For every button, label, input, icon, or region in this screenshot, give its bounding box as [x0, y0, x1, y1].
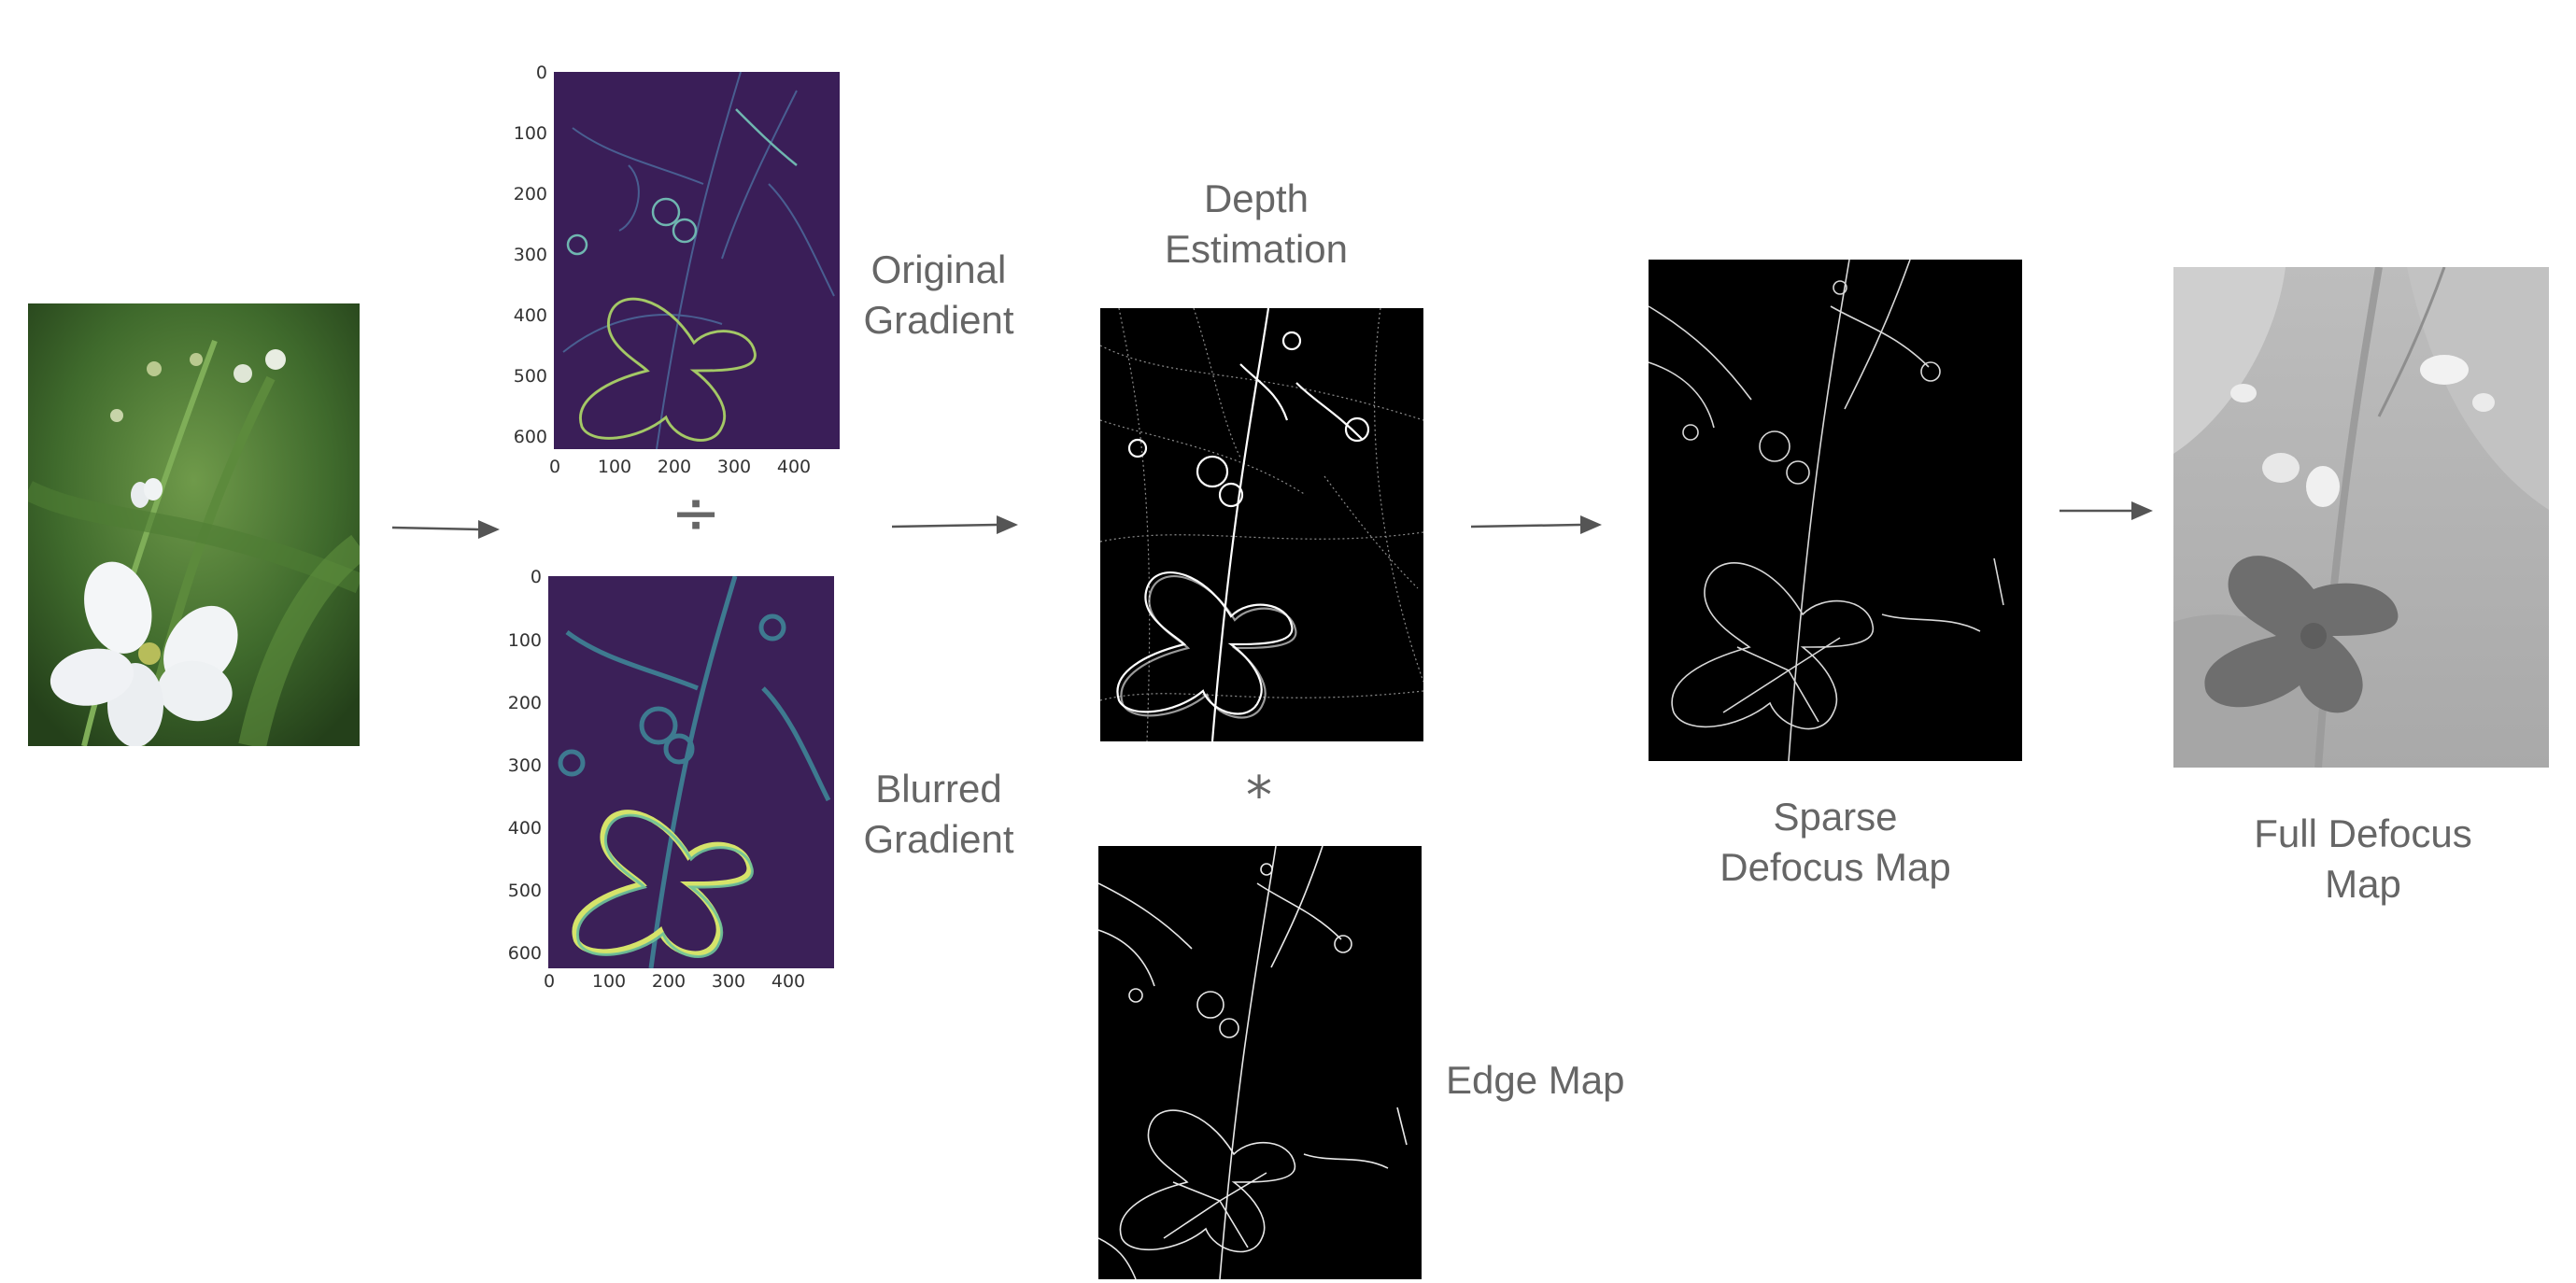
sparse-defocus-map-label: Sparse Defocus Map: [1720, 795, 1951, 889]
divide-operator: ÷: [671, 479, 721, 548]
x-tick-label: 200: [651, 971, 686, 992]
y-tick-label: 500: [513, 366, 547, 387]
x-tick-label: 100: [597, 457, 632, 477]
x-tick-label: 200: [657, 457, 692, 477]
y-tick-label: 200: [513, 184, 547, 204]
depth-estimation-label: Depth Estimation: [1164, 176, 1349, 271]
y-tick-label: 100: [513, 123, 547, 144]
sparse-defocus-map-image: [1649, 260, 2022, 761]
y-tick-label: 0: [530, 567, 542, 587]
y-tick-label: 300: [513, 245, 547, 265]
edge-map-label: Edge Map: [1446, 1058, 1625, 1102]
y-tick-label: 100: [507, 630, 542, 651]
x-tick-label: 100: [591, 971, 627, 992]
y-tick-label: 200: [507, 693, 542, 713]
arrow-right-icon: [1471, 515, 1602, 534]
blurred-gradient-label: Blurred Gradient: [863, 767, 1014, 861]
y-tick-label: 400: [507, 818, 542, 839]
depth-estimation-image: [1100, 308, 1423, 741]
y-tick-label: 600: [513, 427, 547, 447]
x-tick-label: 300: [716, 457, 752, 477]
edge-map-image: [1098, 846, 1422, 1279]
original-gradient-image: [554, 72, 840, 449]
full-defocus-map-image: [2173, 267, 2549, 768]
x-tick-label: 0: [543, 971, 556, 992]
full-defocus-map-label: Full Defocus Map: [2254, 811, 2472, 906]
y-tick-label: 500: [507, 881, 542, 901]
original-gradient-plot: 0 100 200 300 400 500 600 0 100 200 300 …: [495, 58, 850, 487]
original-gradient-label: Original Gradient: [863, 247, 1014, 342]
arrow-right-icon: [2059, 501, 2153, 520]
input-photo: [28, 303, 360, 746]
convolve-operator: *: [1246, 766, 1272, 826]
blurred-gradient-image: [548, 576, 834, 968]
x-tick-label: 0: [548, 457, 561, 477]
y-tick-label: 600: [507, 943, 542, 964]
arrow-right-icon: [892, 515, 1018, 534]
y-tick-label: 0: [535, 63, 547, 83]
x-tick-label: 400: [771, 971, 806, 992]
blurred-gradient-plot: 0 100 200 300 400 500 600 0 100 200 300 …: [486, 562, 850, 992]
y-tick-label: 400: [513, 305, 547, 326]
x-tick-label: 300: [711, 971, 746, 992]
y-tick-label: 300: [507, 755, 542, 776]
x-tick-label: 400: [776, 457, 812, 477]
arrow-right-icon: [392, 520, 500, 539]
